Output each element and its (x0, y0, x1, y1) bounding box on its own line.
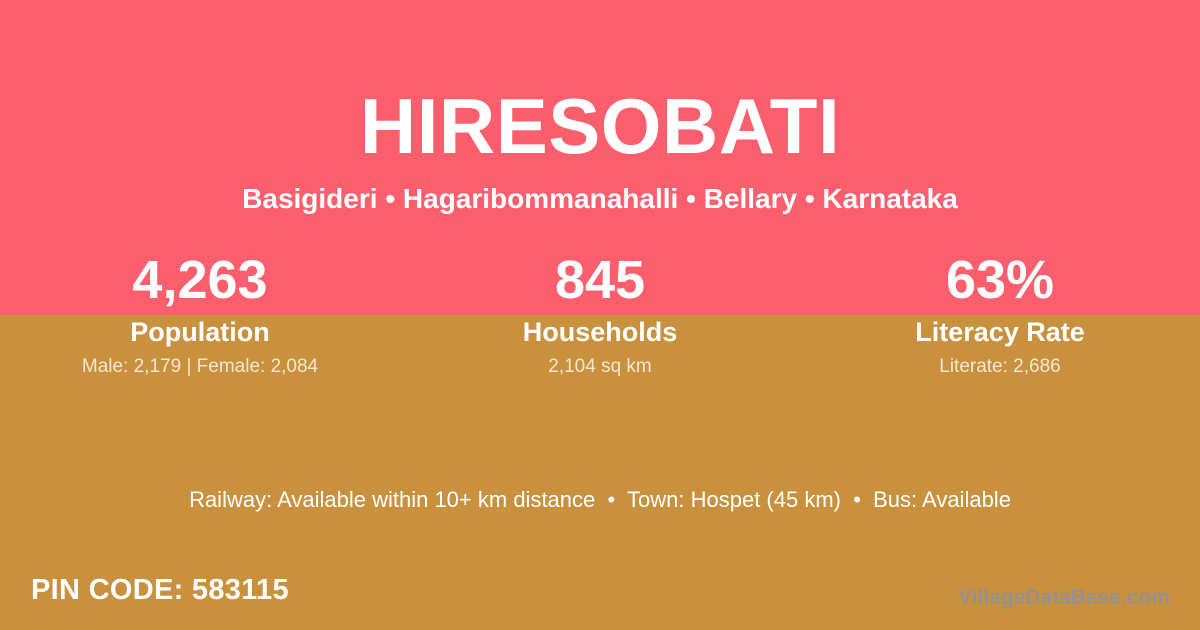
population-label: Population (130, 317, 270, 347)
pin-code: PIN CODE: 583115 (31, 574, 289, 606)
population-detail: Male: 2,179 | Female: 2,084 (81, 356, 319, 377)
population-value: 4,263 (132, 250, 268, 310)
literacy-value: 63% (945, 250, 1055, 310)
village-title: HIRESOBATI (359, 82, 841, 170)
stat-literacy-rate: 63% Literacy Rate Literate: 2,686 (800, 252, 1200, 379)
top-background-band (0, 0, 1200, 315)
watermark-site-name: VillageDataBase.com (957, 586, 1170, 609)
transport-info-line: Railway: Available within 10+ km distanc… (189, 487, 1011, 512)
literacy-detail: Literate: 2,686 (939, 356, 1061, 377)
households-value: 845 (554, 250, 646, 310)
breadcrumb: Basigideri • Hagaribommanahalli • Bellar… (242, 183, 958, 214)
stat-households: 845 Households 2,104 sq km (400, 252, 800, 379)
literacy-label: Literacy Rate (915, 317, 1085, 347)
stat-population: 4,263 Population Male: 2,179 | Female: 2… (0, 252, 400, 379)
bottom-background-band (0, 315, 1200, 630)
households-detail: 2,104 sq km (548, 356, 652, 377)
stats-row: 4,263 Population Male: 2,179 | Female: 2… (0, 252, 1200, 379)
households-label: Households (522, 317, 678, 347)
